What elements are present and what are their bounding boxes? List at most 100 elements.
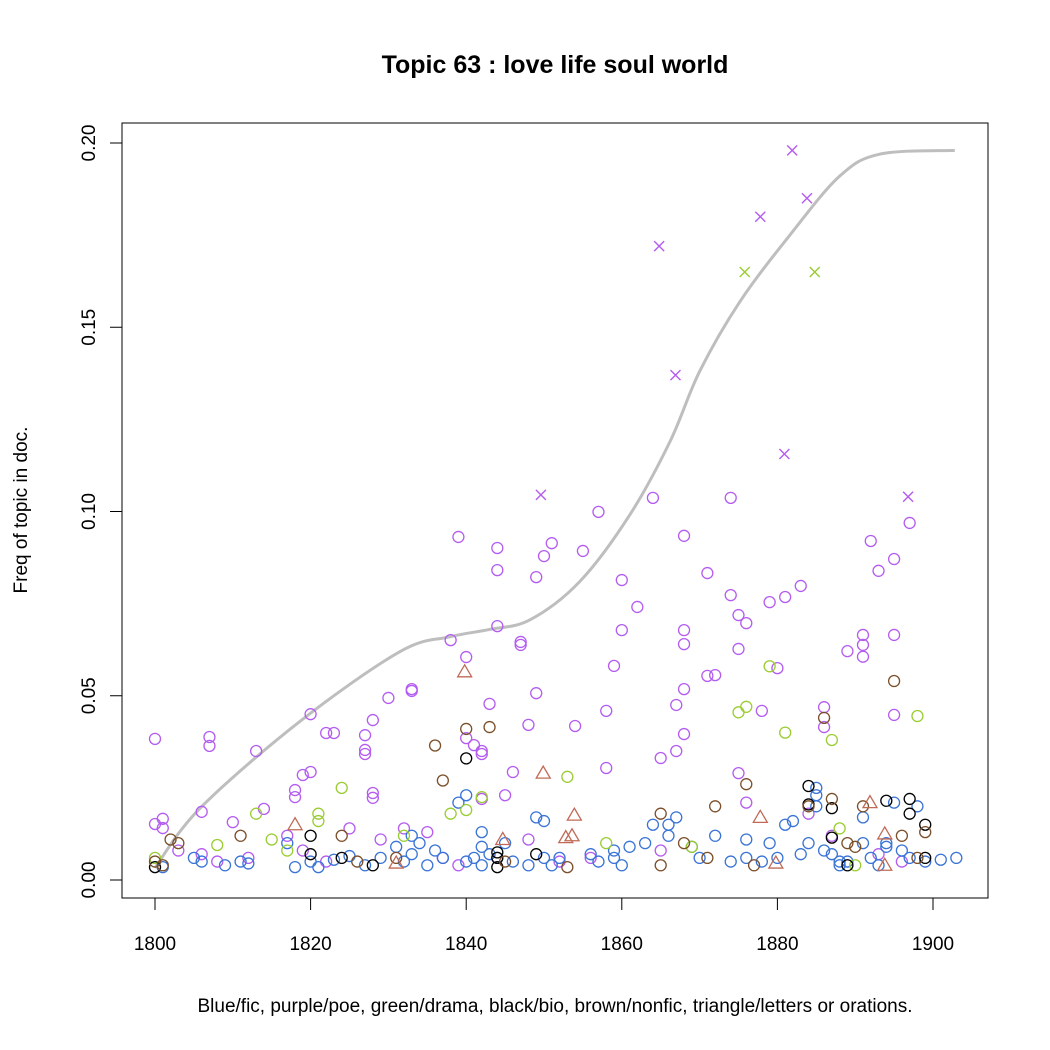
point-bio-circle — [491, 851, 504, 865]
point-poe-circle — [242, 851, 255, 865]
point-poe-circle — [195, 805, 208, 818]
point-poe-circle — [903, 516, 916, 530]
point-fic-circle — [833, 859, 846, 872]
point-drama-circle — [312, 814, 325, 828]
point-bio-circle — [304, 848, 317, 861]
point-fic-circle — [919, 855, 932, 868]
point-poe-circle — [444, 633, 457, 647]
point-poe-circle — [841, 645, 854, 658]
y-tick-label: 0.00 — [79, 862, 100, 899]
point-poe-circle — [320, 726, 333, 740]
point-poe-circle — [677, 624, 691, 637]
point-nonfic-circle — [234, 829, 247, 842]
point-fic-circle — [794, 848, 807, 861]
point-fic-circle — [825, 848, 839, 861]
point-letters-triangle — [286, 816, 304, 831]
point-fic-circle — [810, 781, 823, 795]
point-poe-circle — [366, 791, 379, 804]
point-bio-circle — [903, 807, 916, 820]
point-fic-circle — [483, 848, 496, 861]
point-poe-circle — [382, 691, 395, 705]
point-nonfic-circle — [498, 855, 512, 868]
point-poe-circle — [677, 529, 691, 542]
point-fic-circle — [413, 837, 426, 850]
point-poe-circle — [740, 617, 753, 630]
point-fic-circle — [234, 855, 247, 868]
point-bio-circle — [825, 831, 839, 844]
point-fic-circle — [779, 818, 792, 831]
point-drama-circle — [833, 822, 846, 835]
point-nonfic-circle — [335, 829, 348, 842]
point-fic-circle — [312, 860, 325, 874]
point-drama-circle — [312, 807, 325, 820]
point-poe-circle — [475, 747, 488, 761]
point-drama-circle — [249, 807, 263, 820]
point-fic-circle — [506, 855, 520, 868]
point-poe-x — [669, 369, 681, 381]
point-poe-circle — [460, 650, 473, 664]
point-poe-circle — [607, 659, 621, 673]
point-fic-circle — [475, 859, 488, 872]
point-poe-circle — [631, 600, 644, 614]
point-drama-circle — [211, 838, 224, 852]
point-fic-circle — [895, 844, 909, 857]
point-poe-circle — [483, 697, 496, 711]
point-poe-circle — [872, 564, 885, 577]
point-nonfic-circle — [747, 859, 761, 872]
point-poe-circle — [600, 761, 613, 775]
point-poe-circle — [374, 833, 387, 846]
point-poe-circle — [794, 579, 807, 593]
point-bio-circle — [491, 846, 504, 859]
point-poe-circle — [864, 534, 877, 548]
point-nonfic-circle — [841, 837, 854, 850]
point-poe-circle — [755, 704, 768, 718]
point-fic-circle — [553, 851, 566, 865]
point-fic-circle — [405, 848, 418, 861]
point-poe-circle — [646, 491, 660, 505]
point-poe-circle — [195, 848, 208, 861]
point-poe-circle — [677, 727, 691, 741]
point-fic-circle — [343, 849, 356, 863]
point-fic-circle — [864, 851, 877, 865]
point-poe-x — [754, 211, 766, 223]
point-drama-x — [809, 266, 821, 278]
point-fic-circle — [452, 796, 465, 809]
point-fic-circle — [390, 840, 403, 853]
point-poe-circle — [514, 638, 527, 652]
point-fic-circle — [475, 825, 488, 839]
point-fic-circle — [662, 818, 675, 831]
point-drama-circle — [732, 706, 745, 719]
point-poe-circle — [701, 566, 714, 580]
point-letters-triangle — [563, 827, 581, 842]
point-bio-circle — [919, 818, 932, 831]
point-poe-circle — [172, 844, 185, 857]
point-poe-circle — [366, 786, 379, 800]
point-poe-circle — [288, 790, 302, 804]
point-poe-circle — [856, 628, 870, 642]
trend-line — [153, 148, 955, 869]
point-poe-circle — [460, 731, 473, 745]
point-bio-circle — [335, 851, 348, 865]
point-fic-circle — [460, 855, 473, 868]
point-bio-circle — [366, 859, 379, 872]
point-nonfic-circle — [460, 722, 473, 736]
point-fic-circle — [537, 814, 551, 828]
point-fic-circle — [421, 859, 434, 872]
point-poe-circle — [467, 738, 481, 752]
point-fic-circle — [693, 851, 706, 865]
point-poe-circle — [856, 650, 870, 663]
point-nonfic-circle — [351, 855, 364, 868]
point-fic-circle — [810, 789, 823, 802]
point-poe-circle — [576, 544, 590, 558]
point-poe-circle — [740, 796, 753, 809]
point-poe-circle — [654, 751, 667, 765]
x-tick-label: 1900 — [912, 934, 954, 955]
point-poe-circle — [522, 833, 535, 846]
point-letters-triangle — [767, 854, 784, 869]
point-poe-circle — [670, 698, 683, 712]
point-nonfic-circle — [677, 837, 691, 850]
point-poe-circle — [421, 825, 434, 839]
point-fic-circle — [903, 851, 916, 865]
point-bio-circle — [880, 794, 893, 807]
